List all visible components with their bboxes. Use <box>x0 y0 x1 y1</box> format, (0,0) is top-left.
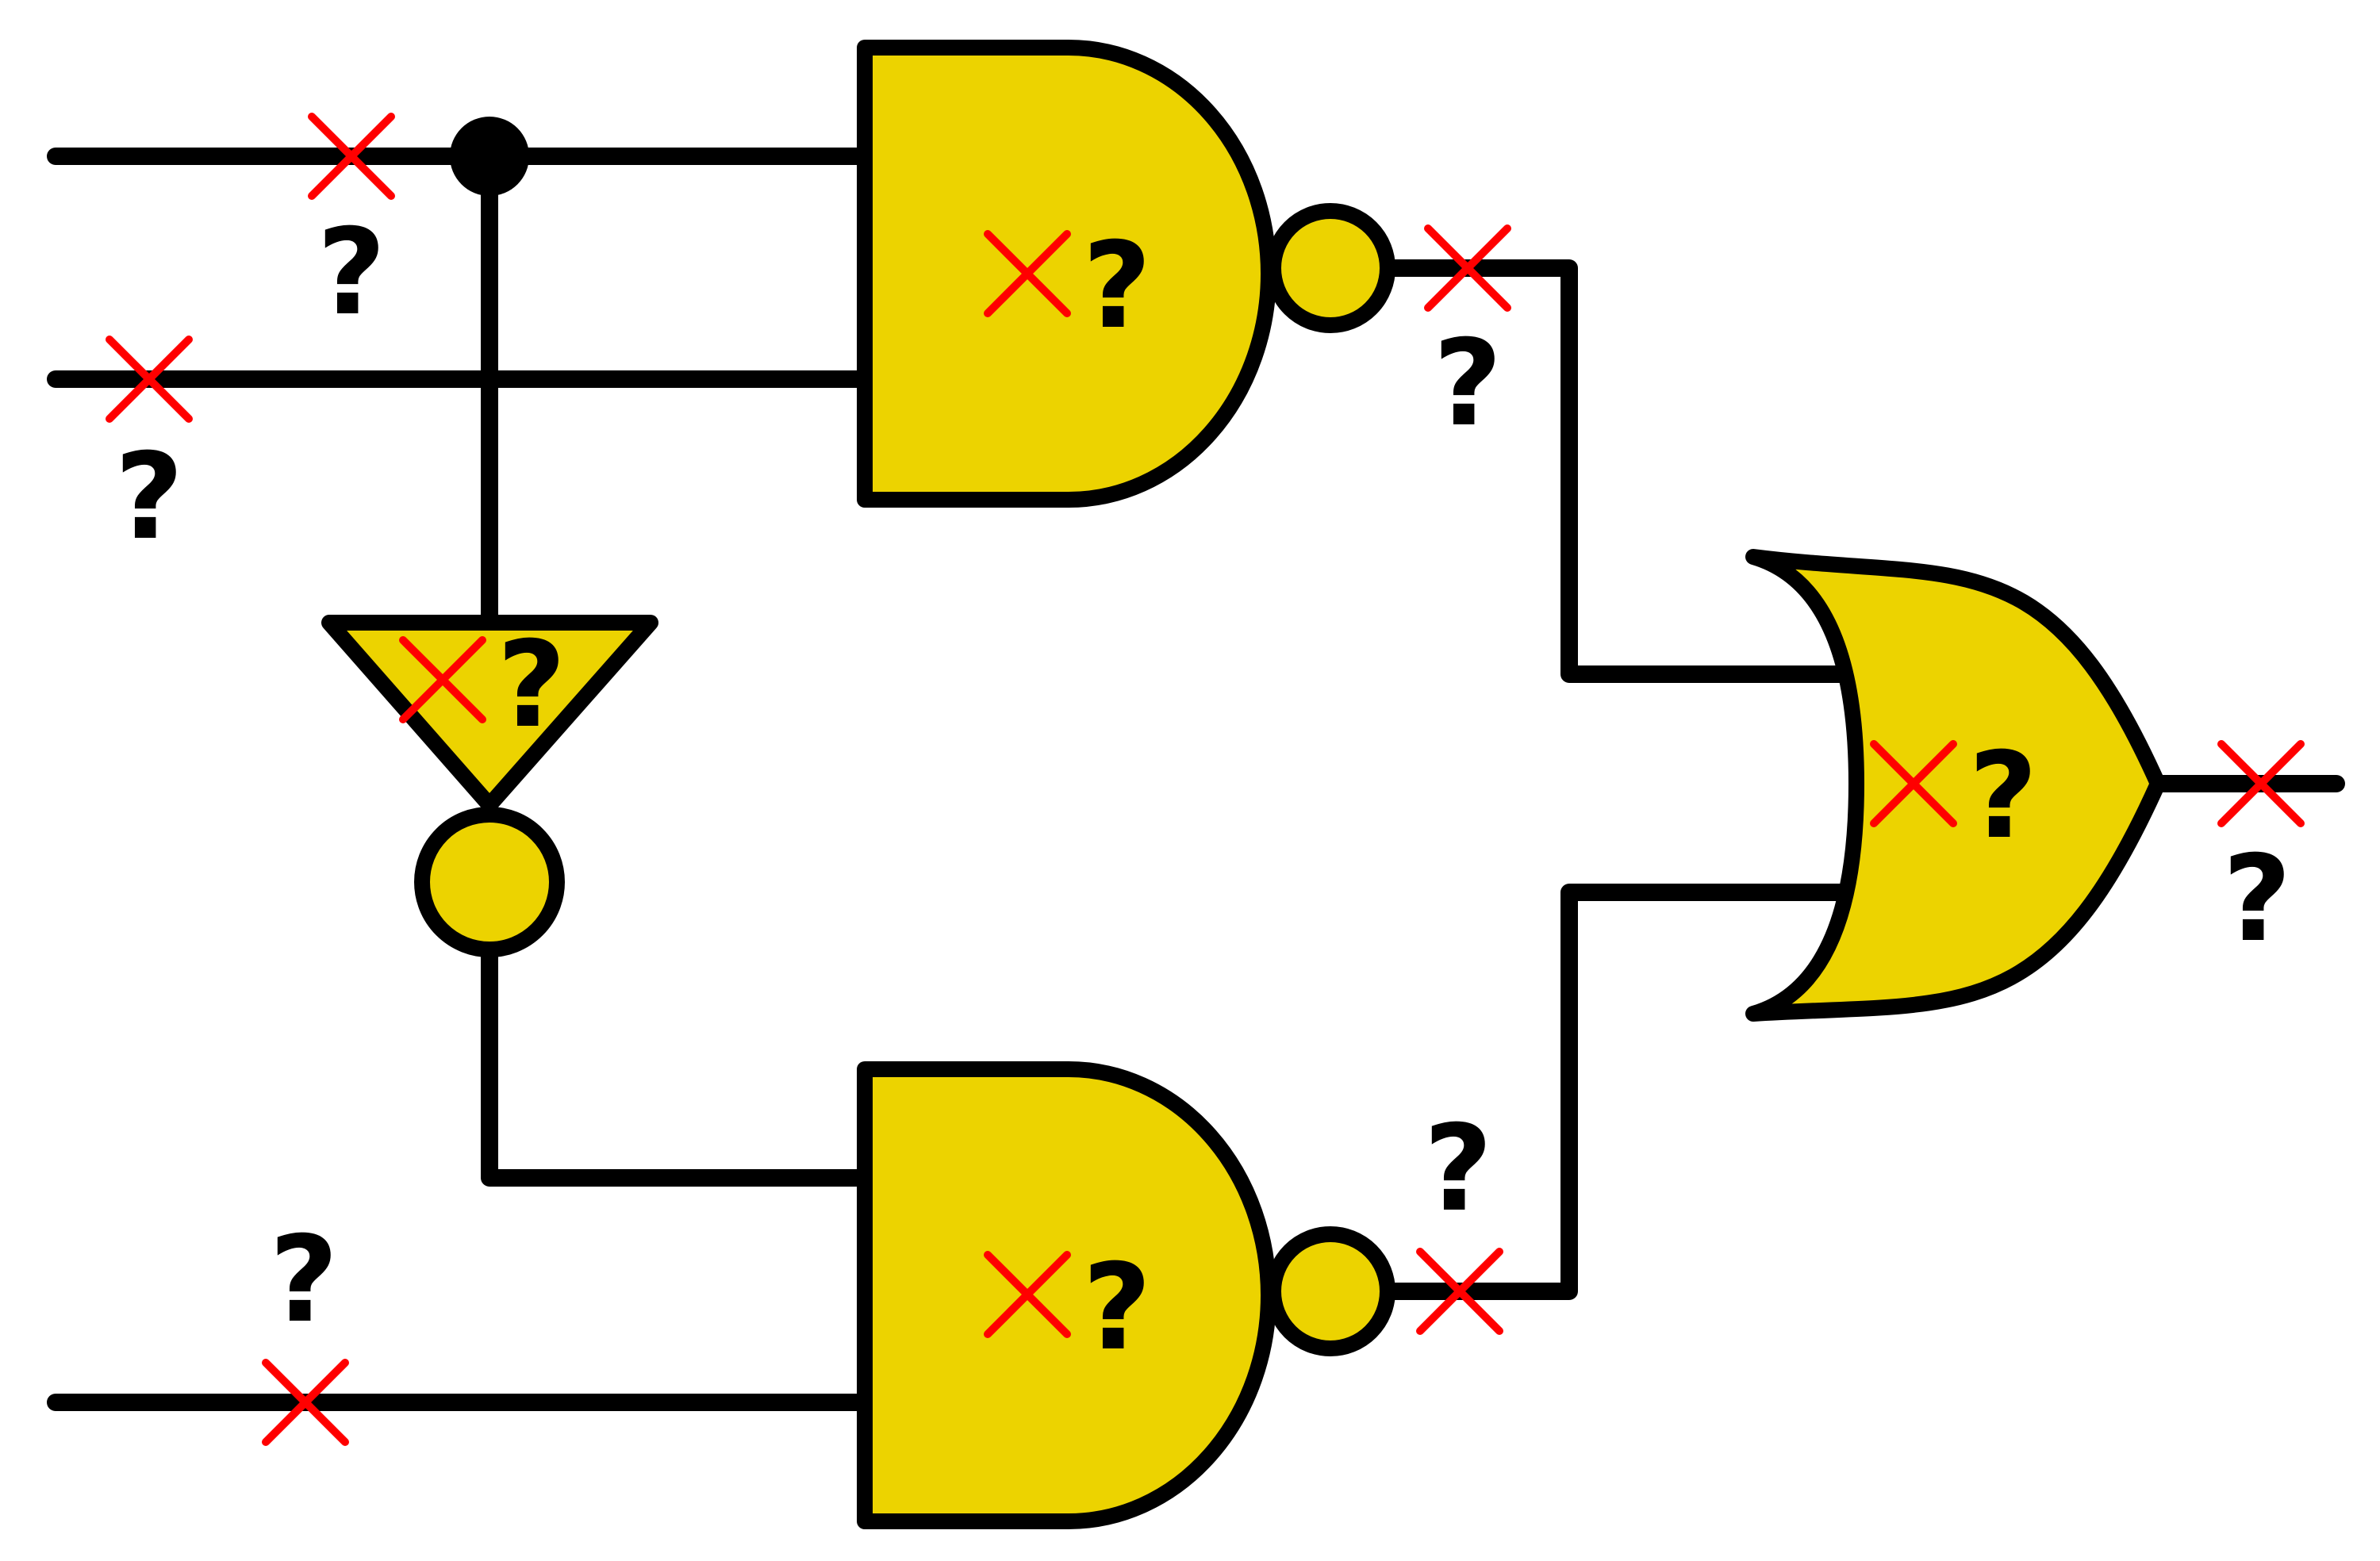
junction-dot <box>450 117 529 196</box>
or-body <box>1745 549 2166 1022</box>
wires <box>47 148 2345 1411</box>
cross-marks <box>106 113 2305 1446</box>
nand-bottom-gate-label: ? <box>1082 1239 1151 1377</box>
labels: ? ? ? ? ? ? ? ? ? ? <box>114 204 2291 1377</box>
nand-top-output-label: ? <box>1433 315 1502 453</box>
cross-icon <box>1416 1248 1503 1335</box>
wire-nand-top-to-or <box>1380 259 1853 683</box>
cross-icon <box>1870 740 1957 827</box>
cross-icon <box>1424 224 1511 312</box>
or-gate-label: ? <box>1968 727 2037 865</box>
cross-icon <box>262 1359 349 1446</box>
gate-not <box>321 615 658 957</box>
wire-nand-bottom-to-or <box>1380 884 1853 1300</box>
cross-icon <box>984 1251 1071 1338</box>
wire-not-to-nand-bottom <box>481 943 873 1187</box>
nand-top-gate-label: ? <box>1082 217 1151 355</box>
circuit-output-label: ? <box>2222 830 2291 968</box>
not-body <box>321 615 658 813</box>
not-bubble <box>414 807 565 957</box>
gate-or <box>1745 549 2166 1022</box>
nand-top-body <box>857 40 1276 508</box>
gate-nand-top <box>857 40 1395 508</box>
nand-bottom-body <box>857 1061 1276 1529</box>
input-b-label: ? <box>114 428 183 566</box>
gate-nand-bottom <box>857 1061 1395 1529</box>
input-c-label: ? <box>269 1211 338 1349</box>
not-gate-label: ? <box>497 616 566 754</box>
cross-icon <box>308 113 395 200</box>
nand-bottom-output-label: ? <box>1423 1100 1492 1238</box>
nand-top-bubble <box>1265 203 1395 333</box>
nand-bottom-bubble <box>1265 1226 1395 1356</box>
cross-icon <box>399 636 486 723</box>
cross-icon <box>2217 740 2305 827</box>
input-a-label: ? <box>317 204 386 342</box>
cross-icon <box>106 336 193 423</box>
cross-icon <box>984 230 1071 317</box>
